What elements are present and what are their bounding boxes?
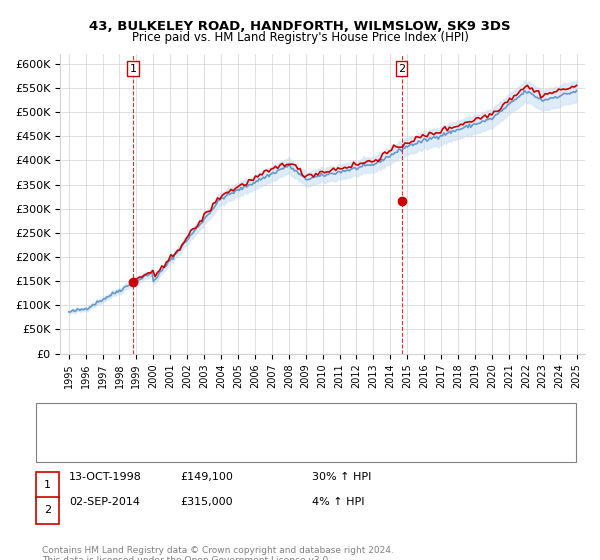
Text: Price paid vs. HM Land Registry's House Price Index (HPI): Price paid vs. HM Land Registry's House …: [131, 31, 469, 44]
Text: 1: 1: [44, 480, 51, 490]
Text: £149,100: £149,100: [180, 472, 233, 482]
Text: —: —: [60, 408, 76, 423]
Text: 1: 1: [130, 64, 136, 74]
Text: Contains HM Land Registry data © Crown copyright and database right 2024.
This d: Contains HM Land Registry data © Crown c…: [42, 546, 394, 560]
Text: 2: 2: [398, 64, 405, 74]
Text: 43, BULKELEY ROAD, HANDFORTH, WILMSLOW, SK9 3DS (detached house): 43, BULKELEY ROAD, HANDFORTH, WILMSLOW, …: [84, 410, 472, 421]
Text: —: —: [60, 431, 76, 445]
Text: 2: 2: [44, 505, 51, 515]
Text: 43, BULKELEY ROAD, HANDFORTH, WILMSLOW, SK9 3DS: 43, BULKELEY ROAD, HANDFORTH, WILMSLOW, …: [89, 20, 511, 32]
Text: 13-OCT-1998: 13-OCT-1998: [69, 472, 142, 482]
Text: 02-SEP-2014: 02-SEP-2014: [69, 497, 140, 507]
Text: HPI: Average price, detached house, Cheshire East: HPI: Average price, detached house, Ches…: [84, 433, 349, 443]
Text: £315,000: £315,000: [180, 497, 233, 507]
Text: 4% ↑ HPI: 4% ↑ HPI: [312, 497, 365, 507]
Text: 30% ↑ HPI: 30% ↑ HPI: [312, 472, 371, 482]
